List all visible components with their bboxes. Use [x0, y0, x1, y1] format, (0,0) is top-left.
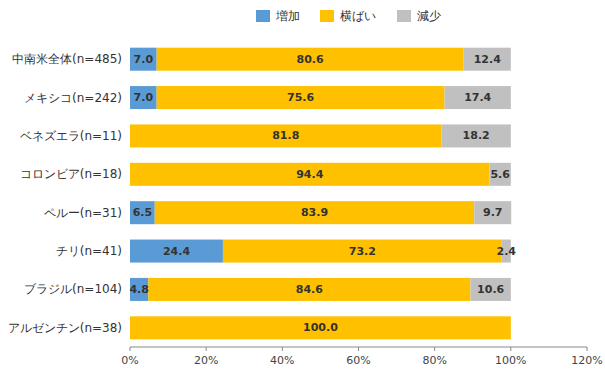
- data-label: 73.2: [349, 245, 376, 258]
- legend-label: 増加: [275, 9, 300, 23]
- tick-mark: [434, 347, 435, 351]
- tick-mark: [130, 347, 131, 351]
- data-label: 75.6: [287, 91, 314, 104]
- tick-mark: [510, 347, 511, 351]
- tick-mark: [358, 347, 359, 351]
- chart: 増加: 7.0増加: 7.0増加: 0増加: 0増加: 6.5増加: 24.4増…: [0, 0, 605, 379]
- bar-segment: 増加: 4.8: [130, 278, 148, 301]
- data-label: 24.4: [163, 245, 190, 258]
- bar-segment: 増加: 24.4: [130, 240, 223, 263]
- data-label: 83.9: [301, 206, 328, 219]
- bar-segment: 横ばい: 100.0: [130, 316, 511, 339]
- tick-label: 60%: [346, 354, 370, 367]
- data-label: 9.7: [483, 206, 503, 219]
- bar-segment: 横ばい: 75.6: [157, 86, 445, 109]
- legend-label: 横ばい: [340, 9, 376, 23]
- category-label: ベネズエラ(n=11): [20, 129, 122, 143]
- bar-segment: 増加: 7.0: [130, 48, 157, 71]
- bar-segment: 横ばい: 94.4: [130, 163, 490, 186]
- bar-segment: 減少: 18.2: [442, 124, 511, 147]
- data-label: 84.6: [296, 283, 323, 296]
- tick-label: 120%: [571, 354, 602, 367]
- data-label: 94.4: [296, 168, 323, 181]
- category-label: チリ(n=41): [56, 244, 122, 258]
- data-label: 4.8: [129, 283, 149, 296]
- bar-segment: 横ばい: 84.6: [148, 278, 470, 301]
- data-label: 10.6: [477, 283, 504, 296]
- legend: 増加 横ばい 減少: [256, 9, 441, 23]
- data-label: 7.0: [134, 53, 154, 66]
- category-label: ペルー(n=31): [44, 206, 122, 220]
- tick-mark: [206, 347, 207, 351]
- bar-segment: 横ばい: 81.8: [130, 124, 442, 147]
- legend-swatch: [256, 10, 270, 22]
- tick-label: 0%: [121, 354, 138, 367]
- bar-segment: 増加: 7.0: [130, 86, 157, 109]
- data-label: 2.4: [497, 245, 517, 258]
- bar-segment: 減少: 17.4: [445, 86, 511, 109]
- bar-segment: 減少: 5.6: [490, 163, 511, 186]
- category-label: 中南米全体(n=485): [12, 52, 122, 66]
- tick-label: 100%: [495, 354, 526, 367]
- category-label: ブラジル(n=104): [24, 282, 122, 296]
- bar-segment: 減少: 0: [510, 316, 511, 339]
- tick-label: 40%: [270, 354, 294, 367]
- bar-segment: 減少: 12.4: [464, 48, 511, 71]
- data-label: 81.8: [272, 129, 299, 142]
- data-label: 12.4: [474, 53, 501, 66]
- data-label: 6.5: [133, 206, 153, 219]
- data-label: 80.6: [297, 53, 324, 66]
- tick-label: 80%: [422, 354, 446, 367]
- data-label: 17.4: [464, 91, 491, 104]
- data-label: 18.2: [463, 129, 490, 142]
- legend-label: 減少: [417, 9, 441, 23]
- data-label: 100.0: [303, 321, 338, 334]
- data-label: 5.6: [490, 168, 510, 181]
- bar-segment: 減少: 9.7: [474, 201, 511, 224]
- legend-swatch: [397, 10, 411, 22]
- bar-segment: 横ばい: 83.9: [155, 201, 475, 224]
- bar-segment: 横ばい: 80.6: [157, 48, 464, 71]
- legend-swatch: [320, 10, 334, 22]
- bar-segment: 減少: 10.6: [470, 278, 510, 301]
- data-label: 7.0: [134, 91, 154, 104]
- category-label: メキシコ(n=242): [24, 91, 122, 105]
- category-label: コロンビア(n=18): [20, 167, 122, 181]
- category-label: アルゼンチン(n=38): [8, 321, 122, 335]
- tick-mark: [282, 347, 283, 351]
- data-labels: 7.0 7.0 6.5 24.4 4.8 80.6 75.6 81.8 94.4 83.9 73.2…: [129, 53, 516, 335]
- bar-segment: 増加: 6.5: [130, 201, 155, 224]
- tick-mark: [587, 347, 588, 351]
- tick-label: 20%: [194, 354, 218, 367]
- bars: 増加: 7.0増加: 7.0増加: 0増加: 0増加: 6.5増加: 24.4増…: [130, 48, 511, 340]
- bar-segment: 横ばい: 73.2: [223, 240, 502, 263]
